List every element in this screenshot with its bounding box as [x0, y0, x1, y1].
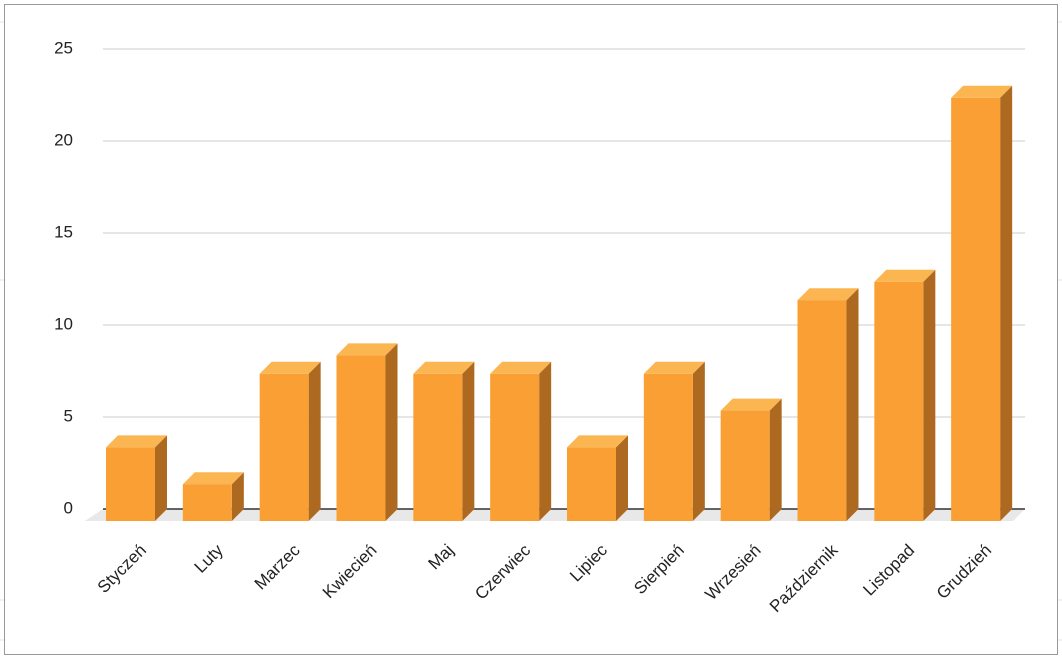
bar-side	[231, 472, 244, 521]
bar-front	[951, 97, 1001, 522]
bar-top	[874, 269, 936, 282]
bar-front	[106, 447, 155, 521]
bar-top	[106, 435, 167, 448]
bar-front	[643, 373, 693, 521]
bar	[413, 361, 475, 521]
bar	[182, 472, 244, 521]
bar-top	[720, 398, 782, 411]
bar-side	[385, 343, 398, 521]
bar-side	[692, 361, 705, 521]
bar	[720, 398, 782, 521]
y-tick-label: 20	[54, 130, 73, 149]
bar-front	[720, 410, 770, 521]
bar-side	[769, 398, 782, 521]
bar	[490, 361, 552, 521]
bar	[874, 269, 936, 521]
bar-side	[308, 361, 321, 521]
bar	[259, 361, 321, 521]
y-tick-label: 0	[64, 498, 73, 517]
bar-front	[874, 281, 924, 521]
bar-side	[462, 361, 475, 521]
bar-front	[490, 373, 540, 521]
y-tick-label: 15	[54, 222, 73, 241]
bar-top	[490, 361, 552, 374]
bar-top	[797, 288, 859, 301]
bar-front	[259, 373, 309, 521]
bar	[951, 85, 1013, 522]
bar-side	[1000, 85, 1013, 522]
bar	[797, 288, 859, 521]
bar-side	[616, 435, 628, 521]
bar-top	[182, 472, 244, 485]
bar	[106, 435, 167, 521]
bar	[567, 435, 628, 521]
bar	[643, 361, 705, 521]
bar	[336, 343, 398, 521]
bar-front	[336, 355, 386, 521]
y-tick-label: 10	[54, 314, 73, 333]
bar-top	[643, 361, 705, 374]
y-tick-label: 25	[54, 38, 73, 57]
bar-side	[846, 288, 859, 521]
bar-top	[567, 435, 628, 448]
y-tick-label: 5	[64, 406, 73, 425]
bar-top	[413, 361, 475, 374]
bar-front	[182, 484, 232, 521]
floor	[85, 509, 1025, 521]
bar-side	[923, 269, 936, 521]
bar-side	[539, 361, 552, 521]
bar-side	[155, 435, 167, 521]
bar-front	[797, 300, 847, 521]
bar-top	[259, 361, 321, 374]
bar-front	[567, 447, 616, 521]
bar-front	[413, 373, 463, 521]
bar-top	[951, 85, 1013, 98]
bar-top	[336, 343, 398, 356]
